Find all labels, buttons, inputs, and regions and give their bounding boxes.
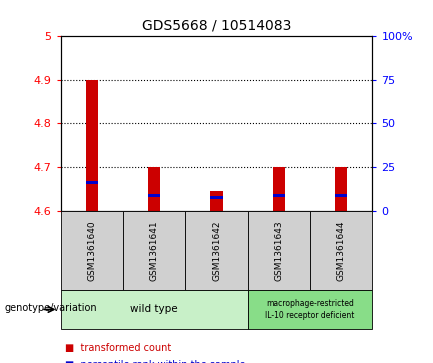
Bar	[210, 191, 223, 211]
Bar	[273, 167, 285, 211]
Bar	[148, 194, 160, 197]
Title: GDS5668 / 10514083: GDS5668 / 10514083	[142, 19, 291, 32]
Text: ■  transformed count: ■ transformed count	[65, 343, 171, 354]
Bar	[273, 194, 285, 197]
Text: GSM1361642: GSM1361642	[212, 220, 221, 281]
Text: GSM1361644: GSM1361644	[337, 220, 346, 281]
Bar	[210, 196, 223, 199]
Bar	[335, 167, 347, 211]
Text: wild type: wild type	[130, 305, 178, 314]
Text: GSM1361640: GSM1361640	[87, 220, 96, 281]
Bar	[335, 194, 347, 197]
Text: GSM1361643: GSM1361643	[275, 220, 283, 281]
Bar	[86, 80, 98, 211]
Text: ■  percentile rank within the sample: ■ percentile rank within the sample	[65, 360, 246, 363]
Text: macrophage-restricted
IL-10 receptor deficient: macrophage-restricted IL-10 receptor def…	[265, 299, 355, 320]
Bar	[148, 167, 160, 211]
Bar	[86, 181, 98, 184]
Text: genotype/variation: genotype/variation	[4, 303, 97, 313]
Text: GSM1361641: GSM1361641	[150, 220, 158, 281]
